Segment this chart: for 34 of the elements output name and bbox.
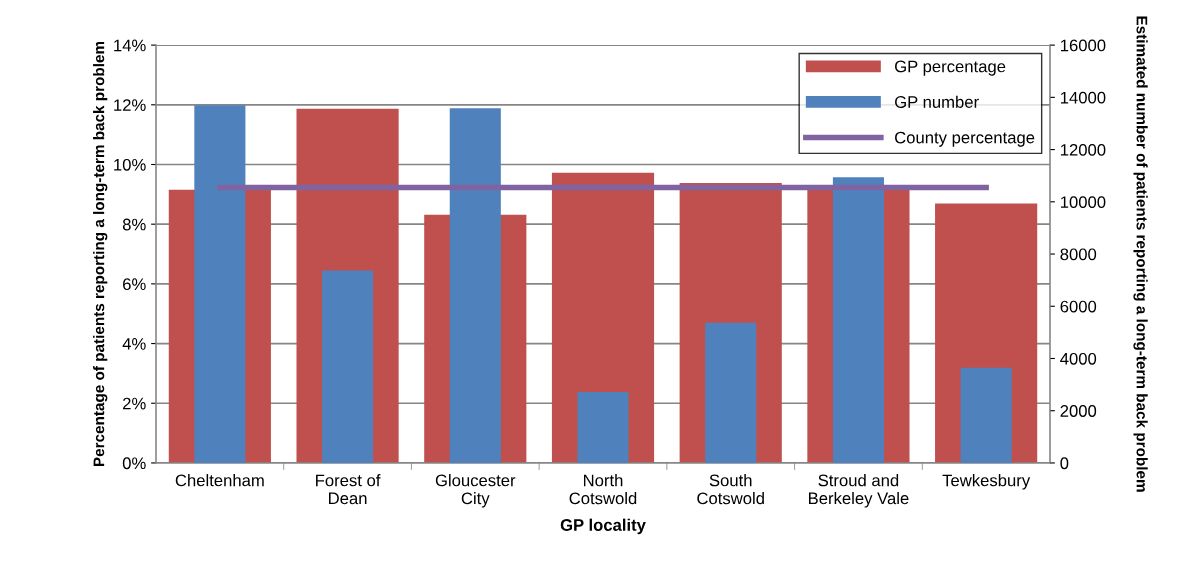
- y2-tick-label: 8000: [1060, 248, 1097, 261]
- y-tick-label: 6%: [123, 278, 146, 291]
- legend-label: GP percentage: [895, 60, 1006, 76]
- x-tick-label: Stroud and Berkeley Vale: [809, 474, 909, 508]
- y2-axis-title: Estimated number of patients reporting a long-term back problem: [1133, 16, 1148, 492]
- x-tick-label: Forest of Dean: [316, 474, 381, 505]
- x-tick-label: Cheltenham: [175, 474, 264, 487]
- legend-label: County percentage: [895, 131, 1035, 147]
- y2-tick-label: 2000: [1060, 405, 1097, 417]
- y2-tick-label: 12000: [1060, 143, 1106, 156]
- bar: [577, 391, 629, 463]
- y2-tick-label: 4000: [1060, 352, 1097, 365]
- x-tick-label: Gloucester City: [435, 474, 516, 508]
- y-tick-label: 2%: [123, 397, 146, 410]
- bar: [322, 270, 374, 463]
- y2-tick-label: 0: [1060, 457, 1069, 470]
- y2-tick-label: 6000: [1060, 300, 1097, 313]
- y2-tick-label: 10000: [1060, 196, 1106, 209]
- y-axis-title: Percentage of patients reporting a long-term back problem: [93, 41, 108, 467]
- x-tick-label: Tewkesbury: [942, 474, 1031, 490]
- y2-tick-label: 14000: [1060, 91, 1106, 104]
- y-tick-label: 4%: [122, 338, 146, 350]
- y2-tick-label: 16000: [1060, 39, 1106, 52]
- x-axis-title: GP locality: [560, 518, 646, 535]
- y-tick-label: 14%: [114, 39, 146, 52]
- x-tick-label: North Cotswold: [569, 474, 637, 505]
- y-tick-label: 0%: [122, 457, 146, 470]
- x-tick-label: South Cotswold: [697, 474, 764, 505]
- y-tick-label: 12%: [114, 99, 146, 111]
- bar: [960, 367, 1012, 463]
- legend-label: GP number: [895, 95, 979, 108]
- y-tick-label: 8%: [122, 218, 146, 231]
- y-tick-label: 10%: [114, 158, 146, 171]
- bar: [705, 322, 757, 463]
